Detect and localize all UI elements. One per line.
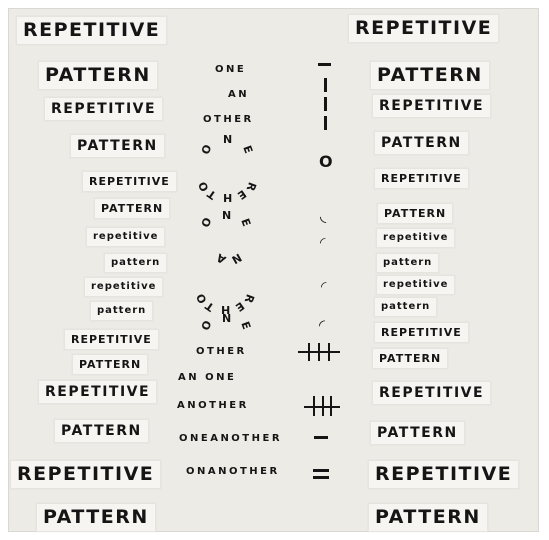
- left-word: pattern: [104, 253, 168, 273]
- arc-mark: ◟: [320, 206, 327, 225]
- middle-word: OTHER: [203, 114, 254, 125]
- arc-letter: O: [199, 142, 215, 156]
- right-word: PATTERN: [377, 203, 454, 224]
- left-word: PATTERN: [94, 198, 171, 219]
- right-word: PATTERN: [368, 503, 488, 532]
- left-word: pattern: [90, 301, 154, 321]
- right-word: pattern: [374, 297, 438, 317]
- middle-word: AN ONE: [178, 372, 237, 383]
- dash-mark: [324, 78, 327, 92]
- arc-letter: R: [242, 292, 258, 305]
- arc-letter: E: [238, 216, 253, 228]
- left-word: PATTERN: [72, 354, 149, 375]
- arc-letter: E: [238, 319, 253, 331]
- right-word: PATTERN: [370, 61, 490, 90]
- right-word: repetitive: [376, 275, 456, 295]
- dash-mark: [313, 396, 315, 416]
- dash-mark: [322, 396, 324, 416]
- right-word: pattern: [376, 253, 440, 273]
- dash-mark: [324, 116, 327, 130]
- right-word: REPETITIVE: [348, 14, 500, 43]
- middle-word: AN: [228, 89, 250, 100]
- left-word: REPETITIVE: [10, 460, 162, 489]
- arc-letter: R: [244, 180, 260, 193]
- left-word: PATTERN: [54, 419, 149, 443]
- arc-letter: N: [223, 133, 233, 146]
- left-word: PATTERN: [38, 61, 158, 90]
- arc-mark: ◜: [320, 235, 326, 251]
- right-word: REPETITIVE: [374, 168, 469, 189]
- left-word: REPETITIVE: [64, 329, 159, 350]
- left-word: REPETITIVE: [38, 380, 158, 404]
- left-word: REPETITIVE: [82, 171, 177, 192]
- equals-mark: [313, 469, 329, 472]
- left-word: REPETITIVE: [16, 16, 168, 45]
- right-word: PATTERN: [374, 131, 469, 155]
- circle-mark: O: [319, 152, 333, 171]
- arc-letter: N: [222, 312, 232, 325]
- left-word: repetitive: [86, 227, 166, 247]
- right-word: PATTERN: [372, 348, 449, 369]
- right-word: PATTERN: [370, 421, 465, 445]
- arc-mark: ◜: [319, 316, 325, 334]
- arc-letter: O: [199, 318, 215, 332]
- left-word: REPETITIVE: [44, 97, 164, 121]
- dash-mark: [308, 343, 310, 361]
- dash-mark: [328, 343, 330, 361]
- painting-canvas: REPETITIVE PATTERN REPETITIVE PATTERN RE…: [8, 8, 539, 532]
- arc-letter: O: [199, 215, 215, 229]
- arc-letter: N: [222, 209, 232, 222]
- dash-mark: [318, 63, 331, 66]
- dash-mark: [324, 97, 327, 111]
- right-word: REPETITIVE: [372, 381, 492, 405]
- equals-mark: [313, 476, 329, 479]
- left-word: repetitive: [84, 277, 164, 297]
- middle-word: ANOTHER: [177, 400, 249, 411]
- dash-mark: [318, 343, 320, 361]
- right-word: REPETITIVE: [372, 94, 492, 118]
- dash-mark: [330, 396, 332, 416]
- right-word: REPETITIVE: [368, 460, 520, 489]
- arc-letter: A: [213, 250, 228, 267]
- right-word: REPETITIVE: [374, 322, 469, 343]
- arc-letter: N: [228, 250, 244, 267]
- dash-mark: [314, 436, 328, 439]
- arc-letter: H: [223, 191, 233, 204]
- middle-word: OTHER: [196, 346, 247, 357]
- middle-word: ONEANOTHER: [179, 433, 283, 444]
- middle-word: ONE: [215, 64, 247, 75]
- left-word: PATTERN: [70, 134, 165, 158]
- arc-mark: ◜: [321, 279, 327, 295]
- left-word: PATTERN: [36, 503, 156, 532]
- arc-letter: E: [240, 143, 255, 156]
- right-word: repetitive: [376, 228, 456, 248]
- middle-word: ONANOTHER: [186, 466, 280, 477]
